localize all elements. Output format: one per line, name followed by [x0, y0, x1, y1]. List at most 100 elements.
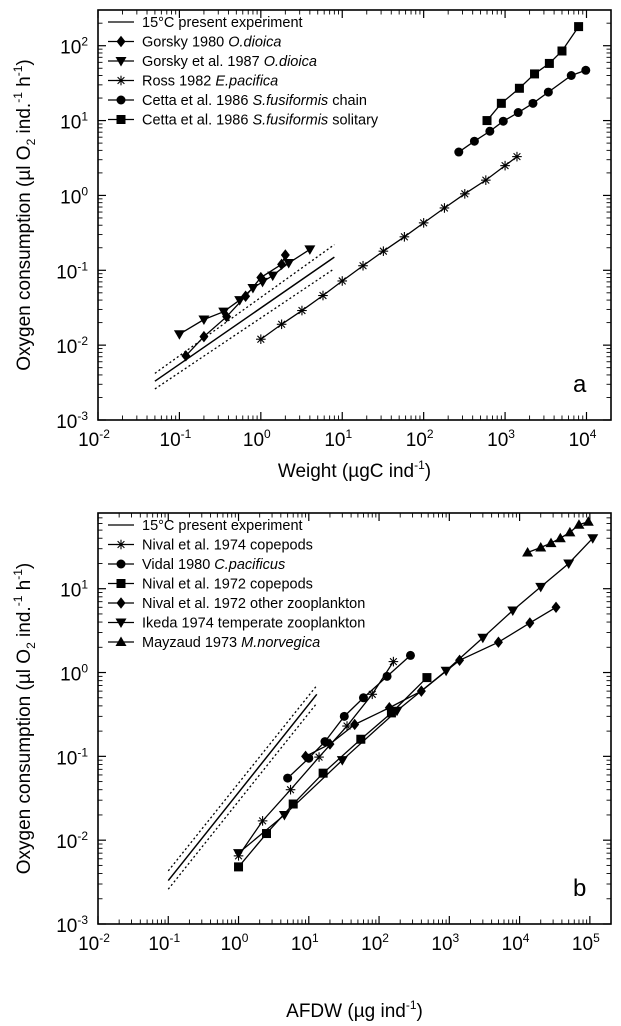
panel-b-x-tick-label: 104 — [502, 931, 530, 955]
panel-b-series-2-point — [382, 671, 392, 681]
panel-a-legend-label: Ross 1982 E.pacifica — [142, 74, 278, 90]
panel-b-series-4-point — [325, 738, 335, 750]
panel-b-legend-label: Nival et al. 1972 other zooplankton — [142, 596, 365, 612]
panel-b-x-tick-label: 100 — [221, 931, 249, 955]
panel-b-data-area — [167, 516, 599, 890]
panel-a-series-4-point — [513, 108, 523, 118]
panel-a-legend-entry: Cetta et al. 1986 S.fusiformis solitary — [108, 113, 379, 129]
panel-b-legend-entry: Vidal 1980 C.pacificus — [108, 557, 285, 573]
panel-b-series-6-point — [573, 519, 585, 529]
panel-a-series-3-point — [297, 305, 307, 316]
panel-b-series-6-point — [554, 532, 566, 543]
panel-a-x-tick-label: 10-1 — [160, 427, 192, 451]
panel-a-series-3-point — [439, 203, 450, 213]
panel-a-series-2-point — [234, 296, 246, 306]
panel-b-series-3-point — [318, 768, 328, 778]
panel-a-y-tick-label: 102 — [60, 35, 88, 59]
panel-b-series-3-point — [261, 829, 271, 839]
panel-b-series-3-point — [422, 673, 432, 683]
panel-b-y-tick-label: 100 — [60, 662, 88, 686]
panel-b-legend-marker — [115, 618, 127, 628]
panel-a-series-0-regression-line — [154, 256, 335, 382]
panel-b-series-1-line — [237, 661, 394, 857]
panel-a-series-5-point — [514, 83, 524, 93]
panel-b-x-tick-label: 105 — [572, 931, 600, 955]
panel-a-legend-entry: Gorsky et al. 1987 O.dioica — [108, 54, 317, 70]
panel-a-series-3-point — [358, 260, 368, 271]
panel-a-series-2-point — [218, 307, 230, 318]
panel-b-legend-entry: Nival et al. 1972 copepods — [108, 577, 313, 593]
panel-a-series-5-point — [574, 22, 584, 32]
panel-a-legend-label: Gorsky et al. 1987 O.dioica — [142, 54, 317, 70]
panel-a-legend-entry: 15°C present experiment — [108, 15, 303, 31]
panel-a-series-1-point — [181, 350, 191, 362]
panel-a-x-tick-label: 104 — [569, 427, 597, 451]
panel-a-plot-frame — [97, 9, 612, 421]
panel-a-series-2-point — [198, 315, 210, 326]
panel-a-series-3-point — [459, 189, 470, 199]
panel-a-y-tick-label: 100 — [60, 184, 88, 208]
panel-b-x-tick-label: 101 — [291, 931, 319, 955]
panel-b-legend-marker — [116, 579, 126, 588]
panel-a-series-3-point — [418, 218, 429, 228]
panel-b-legend-label: Nival et al. 1972 copepods — [142, 577, 313, 593]
panel-b-legend-entry: Ikeda 1974 temperate zooplankton — [108, 616, 365, 632]
panel-b-series-4-point — [551, 601, 561, 613]
panel-a-series-4-point — [581, 65, 591, 75]
panel-a-legend-label: 15°C present experiment — [142, 15, 303, 31]
panel-b-series-5-point — [563, 559, 575, 569]
panel-b-series-1-point — [342, 721, 352, 731]
panel-b-series-6-point — [535, 542, 547, 552]
panel-a-series-5-point — [530, 69, 540, 79]
panel-b-x-tick-label: 10-1 — [148, 931, 180, 955]
panel-a-series-3-line — [260, 156, 518, 340]
panel-b-series-3-point — [288, 799, 298, 809]
panel-b-series-6-point — [582, 516, 594, 526]
panel-b-legend-label: Ikeda 1974 temperate zooplankton — [142, 616, 365, 632]
panel-a-series-2-point — [173, 330, 185, 340]
panel-a-x-axis-label: Weight (µgC ind-1) — [278, 458, 431, 482]
panel-b-series-4-point — [455, 654, 465, 666]
panel-b-series-5-point — [233, 849, 245, 859]
panel-b-series-4-point — [301, 750, 311, 763]
panel-a-series-4-point — [485, 126, 495, 136]
panel-b-series-5-point — [507, 606, 519, 616]
panel-a-y-axis-label: Oxygen consumption (µl O2 ind.-1 h-1) — [11, 59, 38, 370]
panel-a-legend-marker — [116, 75, 126, 86]
panel-a-legend-entry: Gorsky 1980 O.dioica — [108, 35, 281, 51]
panel-b-panel-letter: b — [573, 875, 586, 902]
panel-b-series-3-point — [386, 708, 396, 718]
panel-a-series-1-point — [199, 330, 209, 343]
panel-a-series-3-point — [318, 290, 328, 301]
panel-a-data-area — [154, 22, 591, 390]
panel-b-legend-label: Mayzaud 1973 M.norvegica — [142, 635, 320, 651]
panel-a-x-tick-label: 101 — [324, 427, 352, 451]
panel-a-y-tick-label: 10-3 — [56, 409, 88, 433]
panel-b-legend-marker — [116, 559, 126, 569]
panel-b-series-5-point — [587, 534, 599, 544]
panel-b-series-6-point — [564, 526, 576, 537]
panel-b-series-0-ci-lower-line — [167, 702, 318, 890]
panel-b-legend-label: 15°C present experiment — [142, 518, 303, 534]
panel-a-series-3-point — [337, 276, 348, 286]
panel-a-legend-label: Cetta et al. 1986 S.fusiformis solitary — [142, 113, 379, 129]
panel-b-series-5-point — [477, 633, 489, 644]
panel-a-panel-letter: a — [573, 371, 587, 398]
panel-b-series-2-point — [283, 773, 293, 783]
panel-b-y-tick-label: 10-3 — [56, 913, 88, 937]
panel-a-legend-entry: Cetta et al. 1986 S.fusiformis chain — [108, 93, 367, 109]
panel-b-legend-label: Vidal 1980 C.pacificus — [142, 557, 285, 573]
panel-a-legend-marker — [116, 115, 126, 124]
panel-a-series-3-point — [276, 319, 287, 330]
panel-b-series-5-point — [391, 706, 403, 717]
panel-a-series-1-line — [185, 254, 286, 357]
panel-b-series-2-point — [339, 711, 349, 721]
panel-a-x-tick-label: 100 — [243, 427, 271, 451]
panel-b-series-6-point — [545, 537, 557, 548]
panel-a-series-3-point — [500, 160, 510, 171]
panel-b-series-1-point — [314, 752, 324, 762]
panel-b-legend-marker — [115, 636, 127, 646]
panel-b-y-axis-label: Oxygen consumption (µl O2 ind.-1 h-1) — [11, 563, 38, 874]
panel-b-series-1-point — [388, 656, 399, 667]
